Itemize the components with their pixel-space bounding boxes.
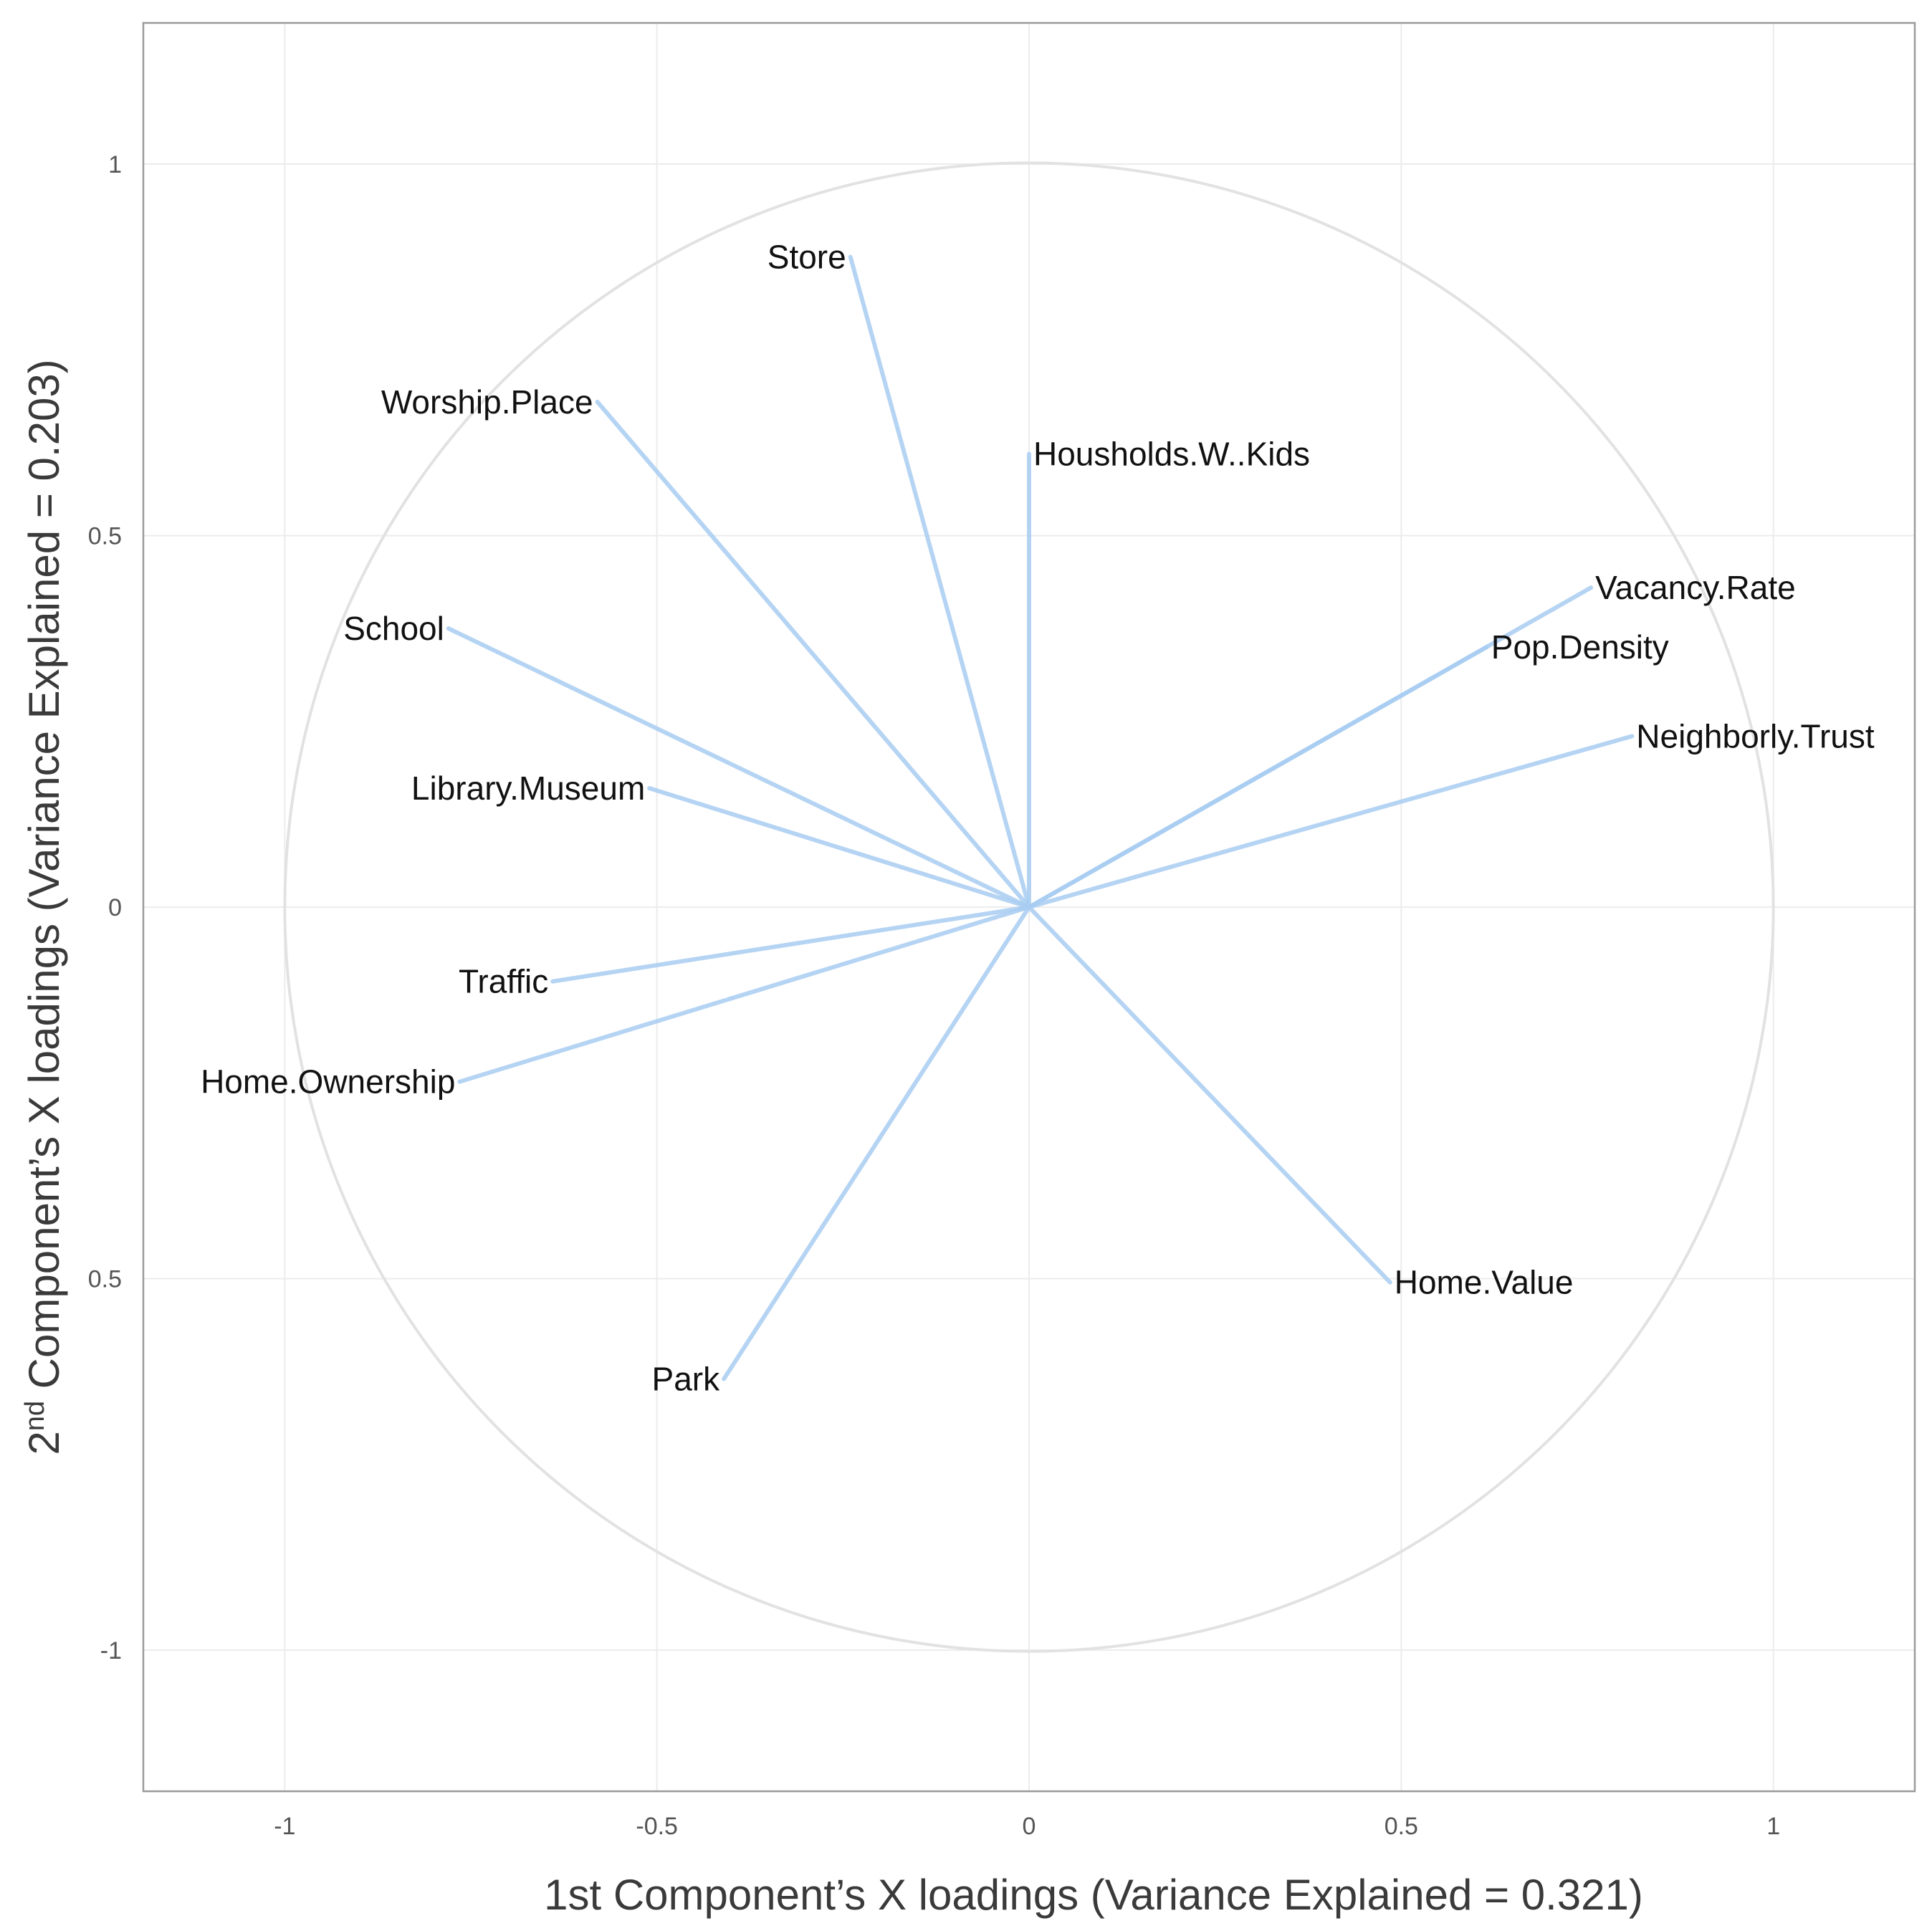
loading-line-worship-place [595,399,1031,909]
unit-circle [283,161,1775,1653]
variable-label-school: School [343,610,444,647]
loading-line-home-ownership [457,905,1031,1084]
x-tick-label: -0.5 [636,1813,678,1840]
variable-label-vacancy-rate: Vacancy.Rate [1595,569,1796,606]
y-tick-label: 0.5 [88,523,122,550]
loading-line-neighborly-trust [1027,734,1635,909]
y-axis-title-prefix: 2 [20,1431,68,1455]
loading-line-library-museum [647,786,1031,909]
variable-label-pop-density: Pop.Density [1491,628,1669,666]
loading-line-pop-density [1027,645,1489,909]
y-tick-label: 0 [108,894,122,921]
loadings-lines [446,254,1635,1381]
y-axis-title-superscript: nd [20,1401,50,1431]
variable-label-worship-place: Worship.Place [381,383,593,421]
loading-line-store [848,254,1031,909]
y-axis-ticks: 1 0.5 0 0.5 -1 [88,151,122,1664]
variable-label-housholds-w-kids: Housholds.W..Kids [1033,435,1310,472]
loading-line-home-value [1027,905,1392,1285]
x-tick-label: 1 [1766,1813,1780,1840]
variable-label-home-value: Home.Value [1395,1264,1574,1301]
loading-line-school [446,626,1031,909]
variable-labels: Store Worship.Place Housholds.W..Kids Schoo… [201,239,1875,1398]
x-axis-title: 1st Component’s X loadings (Variance Exp… [544,1871,1643,1919]
x-tick-label: 0.5 [1385,1813,1418,1840]
y-tick-label: 0.5 [88,1265,122,1293]
y-axis-title-rest: Component’s X loadings (Variance Explain… [20,359,68,1401]
loading-line-traffic [550,905,1031,984]
variable-label-traffic: Traffic [459,963,548,1000]
y-axis-title: 2nd Component’s X loadings (Variance Exp… [20,359,68,1455]
variable-label-store: Store [767,239,846,276]
x-tick-label: 0 [1023,1813,1036,1840]
plot-panel-border [142,21,1916,1793]
loading-line-park [722,905,1031,1381]
x-tick-label: -1 [274,1813,295,1840]
variable-label-neighborly-trust: Neighborly.Trust [1636,717,1875,754]
variable-label-home-ownership: Home.Ownership [201,1063,455,1101]
x-axis-ticks: -1 -0.5 0 0.5 1 [274,1813,1780,1840]
y-tick-label: -1 [100,1637,122,1664]
variable-label-library-museum: Library.Museum [411,770,645,807]
y-tick-label: 1 [108,151,122,178]
variable-label-park: Park [652,1360,721,1397]
